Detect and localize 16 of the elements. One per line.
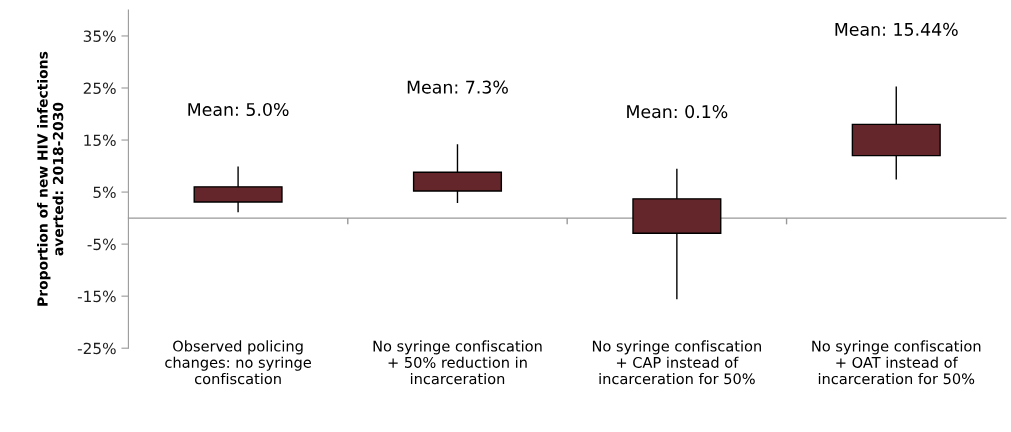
x-tick-label: No syringe confiscation + CAP instead of incarceration for 50% [592, 340, 761, 385]
annotation: Mean: 5.0% [188, 102, 289, 117]
annotation: Mean: 0.1% [627, 105, 728, 119]
y-tick-label: -25% [77, 342, 116, 355]
x-tick-label: Observed policing changes: no syringe confiscation [165, 340, 311, 385]
y-tick-label: 15% [84, 134, 116, 147]
y-tick-label: -15% [77, 290, 116, 303]
annotation: Mean: 15.44% [835, 22, 958, 36]
y-tick-label: 25% [83, 82, 116, 95]
y-axis-title: Proportion of new HIV infections averted: 2018-2030 [37, 51, 64, 306]
x-tick-label: No syringe confiscation + OAT instead of incarceration for 50% [812, 340, 981, 385]
y-tick-label: -5% [87, 238, 116, 251]
y-tick-label: 5% [93, 186, 116, 199]
y-tick-label: 35% [83, 30, 116, 42]
x-tick-label: No syringe confiscation + 50% reduction in incarceration [373, 340, 542, 385]
annotation: Mean: 7.3% [407, 80, 508, 94]
